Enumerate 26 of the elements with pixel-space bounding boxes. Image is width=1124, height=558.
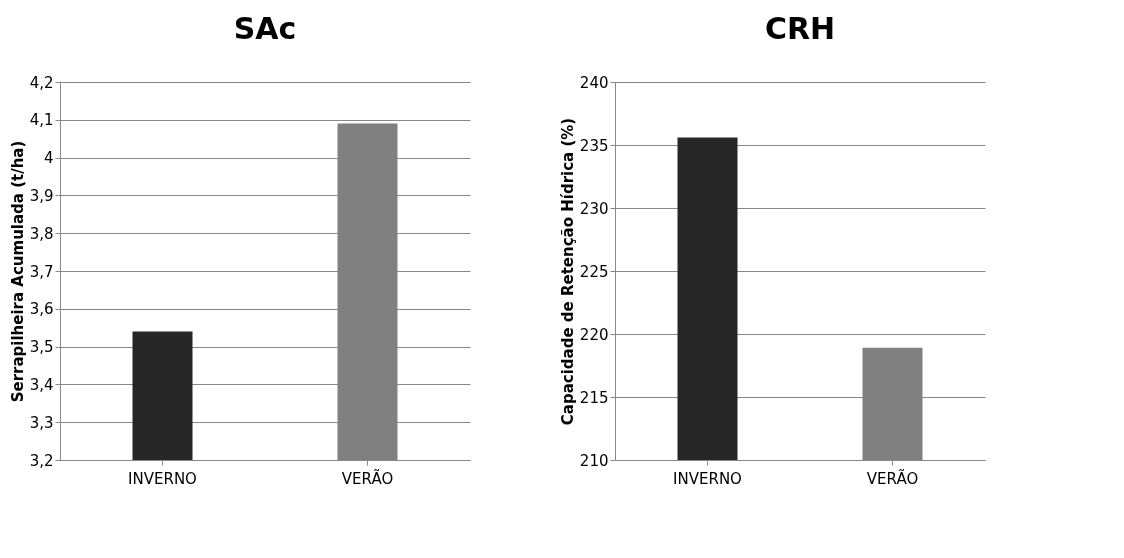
y-tick-label: 220 <box>579 325 609 344</box>
x-tick-label: INVERNO <box>673 469 742 488</box>
y-tick-label: 3,9 <box>29 186 54 205</box>
y-tick-label: 235 <box>579 136 609 155</box>
y-tick-label: 215 <box>579 388 609 407</box>
y-tick-label: 3,3 <box>29 413 54 432</box>
y-tick-label: 4,2 <box>29 73 54 92</box>
y-axis-title: Capacidade de Retenção Hídrica (%) <box>558 117 577 426</box>
y-tick-label: 240 <box>579 73 609 92</box>
y-tick-label: 3,7 <box>29 262 54 281</box>
y-axis-title: Serrapilheira Acumulada (t/ha) <box>8 140 27 403</box>
y-tick-label: 3,8 <box>29 224 54 243</box>
x-tick-label: VERÃO <box>341 468 394 488</box>
chart-title: SAc <box>233 11 297 46</box>
x-tick-label: INVERNO <box>128 469 197 488</box>
y-tick-label: 230 <box>579 199 609 218</box>
y-tick-label: 3,5 <box>29 338 54 357</box>
x-tick-label: VERÃO <box>866 468 919 488</box>
y-tick-label: 210 <box>579 451 609 470</box>
y-tick-label: 3,4 <box>29 375 54 394</box>
y-tick-label: 4 <box>43 149 54 168</box>
y-tick-label: 3,6 <box>29 300 54 319</box>
y-tick-label: 4,1 <box>29 111 54 130</box>
y-tick-label: 3,2 <box>29 451 54 470</box>
y-tick-label: 225 <box>579 262 609 281</box>
chart-title: CRH <box>764 11 836 46</box>
